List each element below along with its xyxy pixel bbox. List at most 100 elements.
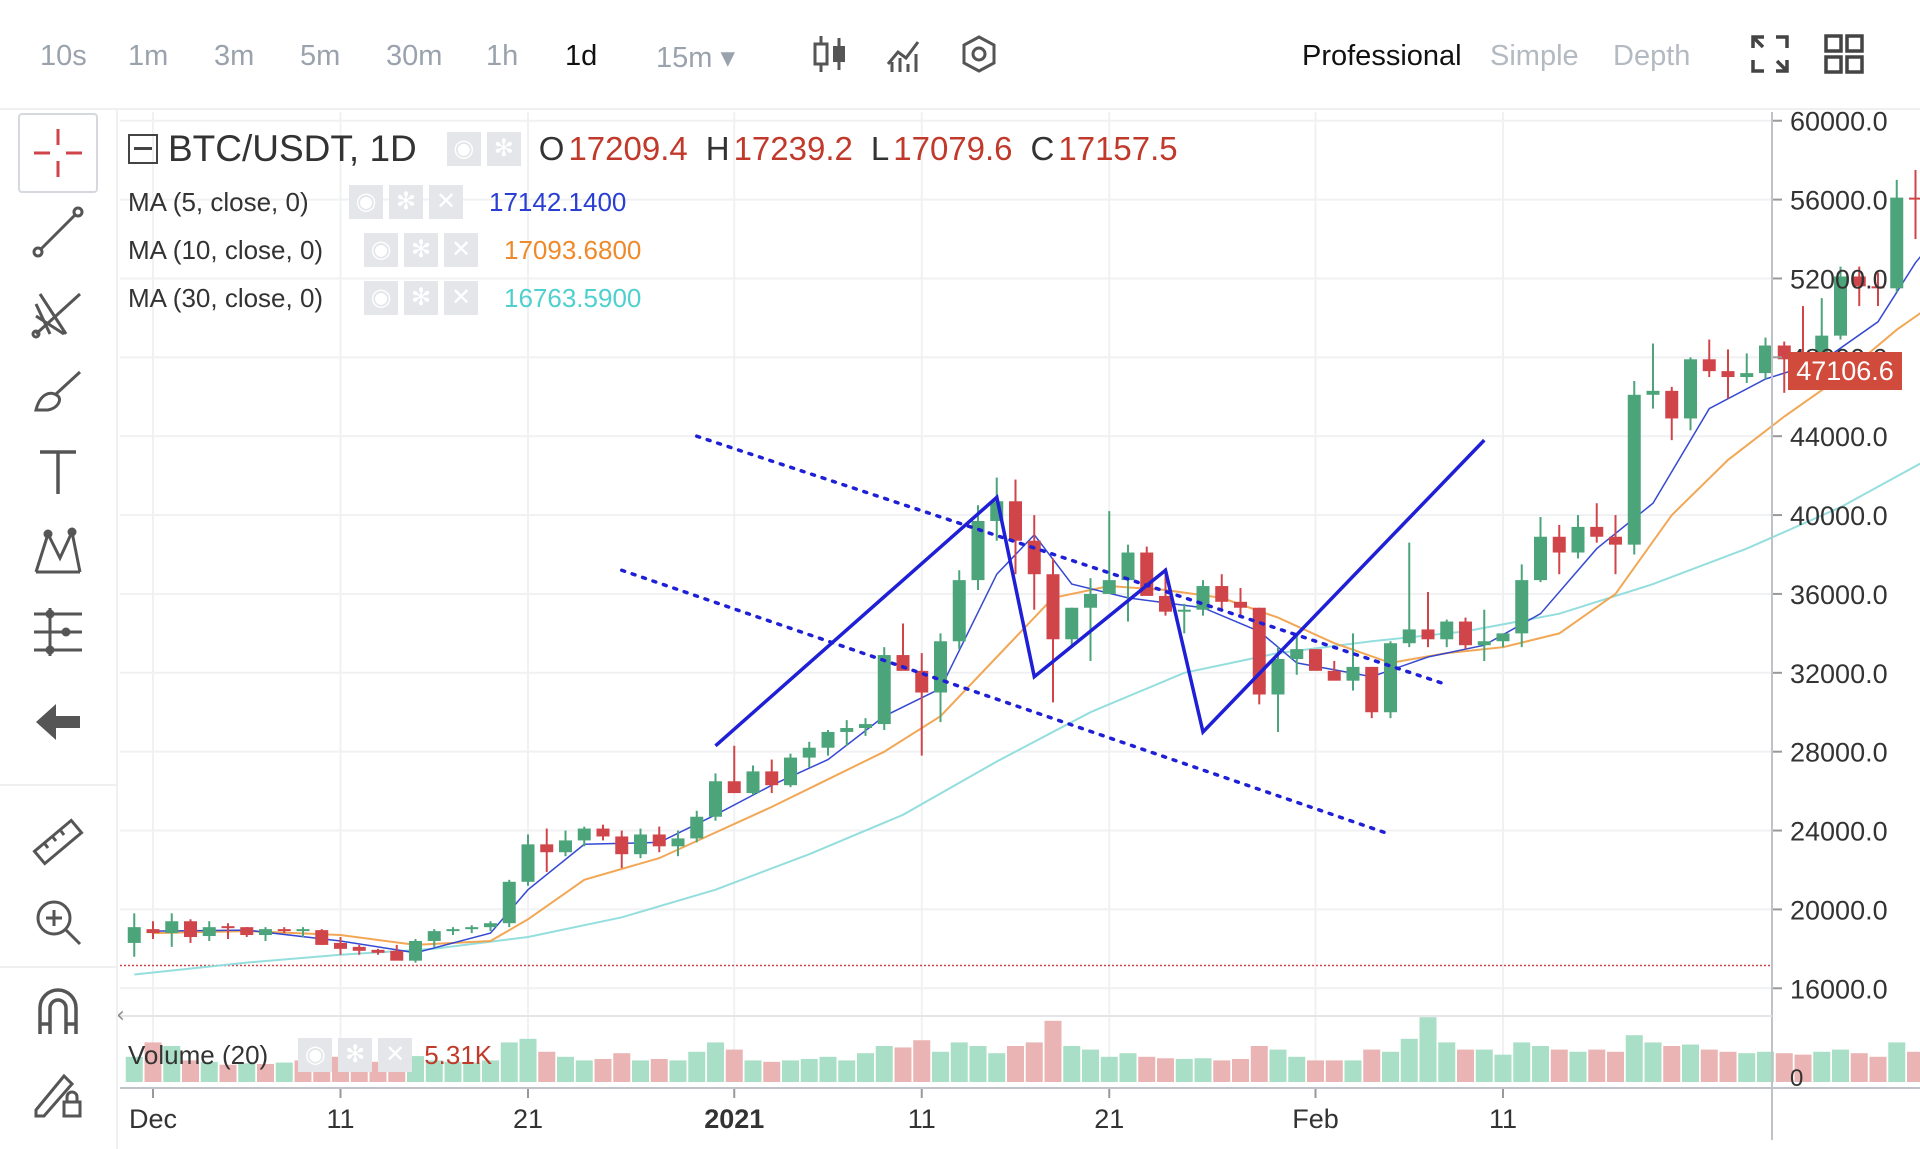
collapse-icon[interactable] [128,134,158,164]
ma10-label: MA (10, close, 0) [128,234,324,265]
candle-body [559,840,572,853]
zoom-in-icon[interactable] [18,882,98,962]
volume-bar [125,1056,143,1082]
back-arrow-icon[interactable] [18,682,98,762]
y-tick-label: 60000.0 [1790,107,1888,137]
candle-body [1834,276,1847,336]
x-tick-label: Dec [129,1104,177,1134]
trendline-icon[interactable] [18,192,98,272]
volume-bar [144,1042,162,1082]
timeframe-1m[interactable]: 1m [128,40,169,72]
candle-body [634,834,647,855]
eye-icon[interactable]: ◉ [364,281,398,315]
volume-bar [1307,1060,1324,1082]
gear-icon[interactable]: ✻ [389,185,423,219]
volume-bar [1700,1049,1718,1082]
volume-bar [1232,1058,1249,1082]
timeframe-10s[interactable]: 10s [40,40,87,72]
candle-body [371,949,385,953]
mode-simple[interactable]: Simple [1490,40,1579,72]
volume-bar [557,1056,574,1082]
volume-bar [425,1060,443,1082]
timeframe-dropdown[interactable]: 15m ▾ [656,42,736,74]
settings-hexagon-icon[interactable] [960,34,998,79]
ma5-line [152,256,1920,954]
ruler-icon[interactable] [18,802,98,882]
close-icon[interactable]: ✕ [444,281,478,315]
gear-icon[interactable]: ✻ [486,132,521,166]
measure-lines-icon[interactable] [18,592,98,672]
mode-professional[interactable]: Professional [1302,40,1462,72]
volume-bar [838,1060,856,1082]
timeframe-30m[interactable]: 30m [386,40,443,72]
close-icon[interactable]: ✕ [378,1038,413,1072]
candle-body [1046,574,1060,640]
last-price-tag: 47106.6 [1788,352,1902,390]
fullscreen-icon[interactable] [1750,34,1790,79]
candle-body [427,931,441,941]
candle-body [1552,536,1566,553]
volume-bar [1213,1060,1231,1082]
candle-body [1459,621,1472,646]
eye-icon[interactable]: ◉ [446,132,481,166]
candle-body [1534,536,1547,581]
legend-volume: Volume (20) ◉ ✻ ✕ 5.31K [128,1038,492,1072]
volume-bar [1813,1051,1831,1082]
eye-icon[interactable]: ◉ [364,233,398,267]
timeframe-1d[interactable]: 1d [565,40,598,72]
fib-icon[interactable] [18,272,98,352]
candle-body [821,731,835,748]
candle-body [1609,536,1622,545]
legend-ma10: MA (10, close, 0) ◉ ✻ ✕ 17093.6800 [128,233,641,267]
volume-bar [763,1061,781,1082]
timeframe-3m[interactable]: 3m [214,40,255,72]
timeframe-5m[interactable]: 5m [300,40,341,72]
candle-body [1871,286,1885,289]
candle-body [615,836,629,855]
candle-body [1309,649,1322,671]
volume-bar [1794,1054,1812,1082]
gear-icon[interactable]: ✻ [404,281,438,315]
gear-icon[interactable]: ✻ [338,1038,373,1072]
volume-bar [1325,1060,1343,1082]
y-tick-label: 44000.0 [1790,422,1888,452]
volume-bar [575,1060,593,1082]
candlestick-icon[interactable] [812,34,848,79]
timeframe-1h[interactable]: 1h [486,40,519,72]
open-value: 17209.4 [568,130,688,167]
candle-body [1402,629,1416,644]
indicator-icon[interactable] [886,34,922,79]
candle-body [1215,586,1229,602]
candle-body [221,926,235,929]
grid-layout-icon[interactable] [1824,34,1864,79]
volume-bar [444,1061,462,1082]
eye-icon[interactable]: ◉ [298,1038,333,1072]
volume-bar [1775,1053,1793,1082]
candle-body [709,781,722,817]
eye-icon[interactable]: ◉ [349,185,383,219]
volume-bar [1119,1053,1137,1082]
y-tick-label: 32000.0 [1790,659,1888,689]
brush-icon[interactable] [18,352,98,432]
volume-bar [519,1038,537,1082]
drawings[interactable] [620,434,1486,837]
close-icon[interactable]: ✕ [444,233,478,267]
gear-icon[interactable]: ✻ [404,233,438,267]
candle-body [465,927,479,930]
magnet-icon[interactable] [18,972,98,1052]
text-icon[interactable] [18,432,98,512]
candle-body [577,828,591,841]
crosshair-icon[interactable] [18,113,98,193]
lock-pencil-icon[interactable] [18,1052,98,1132]
volume-bar [1063,1046,1081,1082]
x-tick-label: 11 [326,1104,354,1134]
candle-body [1252,607,1266,695]
candle-body [1590,526,1604,537]
pattern-icon[interactable] [18,512,98,592]
candle-body [1121,552,1135,581]
mode-depth[interactable]: Depth [1613,40,1691,72]
close-icon[interactable]: ✕ [429,185,463,219]
y-tick-label: 52000.0 [1790,264,1888,294]
top-toolbar: 10s 1m 3m 5m 30m 1h 1d 15m ▾ Professiona… [0,0,1920,110]
